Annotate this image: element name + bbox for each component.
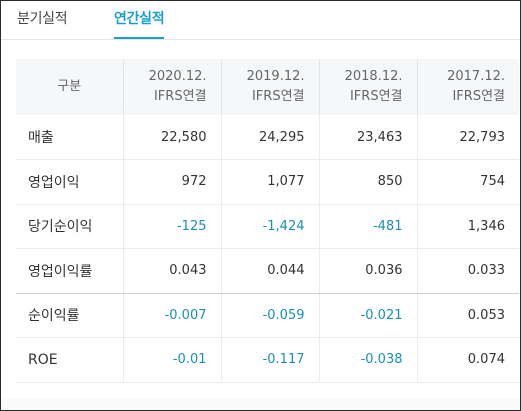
cell-value: 0.053 [416,293,519,338]
cell-value: -1,424 [220,204,319,249]
financial-table: 구분 2020.12. IFRS연결 2019.12. IFRS연결 2018.12… [16,59,519,383]
cell-value: -0.01 [122,337,221,383]
header-period: 2017.12. IFRS연결 [416,59,519,115]
cell-value: 850 [318,159,417,205]
table-row: 당기순이익 -125 -1,424 -481 1,346 [16,204,519,249]
period-date: 2020.12. [148,69,207,84]
cell-value: 0.044 [220,248,319,294]
table-row: 영업이익률 0.043 0.044 0.036 0.033 [16,248,519,294]
table-row: 영업이익 972 1,077 850 754 [16,159,519,205]
row-label: 매출 [16,115,123,160]
cell-value: -0.117 [220,337,319,383]
period-date: 2017.12. [447,69,505,84]
cell-value: -481 [318,204,417,249]
table-row: ROE -0.01 -0.117 -0.038 0.074 [16,337,519,383]
tab-quarterly[interactable]: 분기실적 [17,11,68,27]
table-row: 매출 22,580 24,295 23,463 22,793 [16,115,519,160]
financial-table-wrap: 구분 2020.12. IFRS연결 2019.12. IFRS연결 2018.12… [16,59,519,383]
row-label: 순이익률 [16,293,123,338]
row-label: 당기순이익 [16,204,123,249]
row-label: 영업이익률 [16,248,123,294]
cell-value: 754 [416,159,519,205]
header-period: 2020.12. IFRS연결 [122,59,221,115]
cell-value: 24,295 [220,115,319,160]
cell-value: 1,077 [220,159,319,205]
cell-value: 0.043 [122,248,221,294]
cell-value: 0.036 [318,248,417,294]
row-label: 영업이익 [16,159,123,205]
tab-bar: 분기실적 연간실적 [1,1,520,40]
tab-annual[interactable]: 연간실적 [114,9,165,39]
row-label: ROE [16,337,123,383]
cell-value: -0.021 [318,293,417,338]
period-date: 2018.12. [344,69,403,84]
cell-value: -0.038 [318,337,417,383]
cell-value: -0.007 [122,293,221,338]
cell-value: 972 [122,159,221,205]
cell-value: 1,346 [416,204,519,249]
period-date: 2019.12. [246,69,305,84]
header-category: 구분 [57,79,82,94]
period-basis: IFRS연결 [153,89,207,104]
cell-value: 0.033 [416,248,519,294]
cell-value: 23,463 [318,115,417,160]
cell-value: -0.059 [220,293,319,338]
header-period: 2018.12. IFRS연결 [318,59,417,115]
table-row: 순이익률 -0.007 -0.059 -0.021 0.053 [16,293,519,338]
period-basis: IFRS연결 [251,89,305,104]
table-header-row: 구분 2020.12. IFRS연결 2019.12. IFRS연결 2018.12… [16,59,519,115]
cell-value: 0.074 [416,337,519,383]
cell-value: -125 [122,204,221,249]
cell-value: 22,793 [416,115,519,160]
period-basis: IFRS연결 [349,89,403,104]
cell-value: 22,580 [122,115,221,160]
period-basis: IFRS연결 [452,89,505,104]
header-period: 2019.12. IFRS연결 [220,59,319,115]
panel-footer [1,399,520,410]
